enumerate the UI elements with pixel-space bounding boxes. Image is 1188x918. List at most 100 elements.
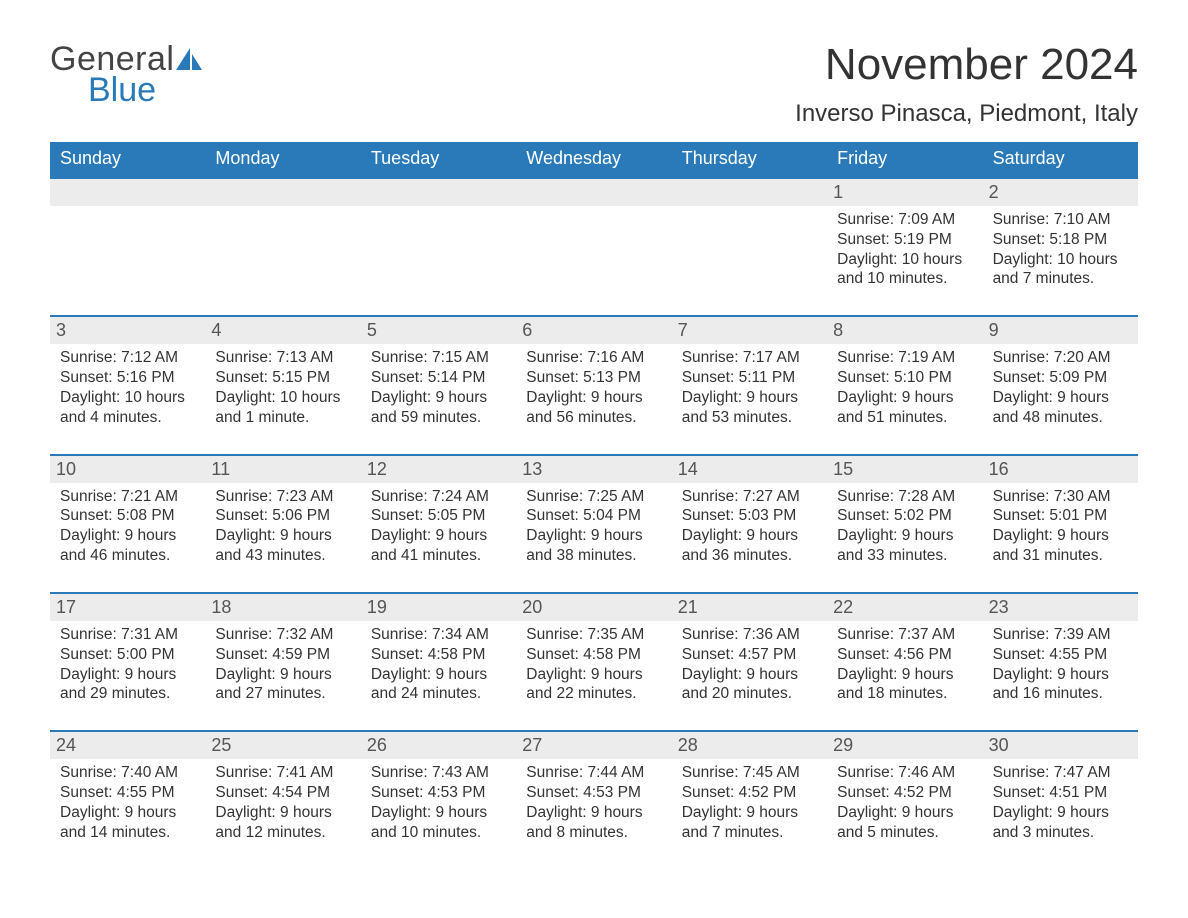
day-details: Sunrise: 7:10 AMSunset: 5:18 PMDaylight:…: [993, 210, 1128, 289]
day-details: Sunrise: 7:28 AMSunset: 5:02 PMDaylight:…: [837, 487, 972, 566]
day-sunrise: Sunrise: 7:13 AM: [215, 348, 350, 368]
day-details: Sunrise: 7:19 AMSunset: 5:10 PMDaylight:…: [837, 348, 972, 427]
day-sunrise: Sunrise: 7:27 AM: [682, 487, 817, 507]
day-number: 20: [516, 592, 671, 621]
day-number: 10: [50, 454, 205, 483]
day-sunrise: Sunrise: 7:40 AM: [60, 763, 195, 783]
day-dl1: Daylight: 9 hours: [60, 665, 195, 685]
day-dl1: Daylight: 9 hours: [371, 388, 506, 408]
week-row: 24Sunrise: 7:40 AMSunset: 4:55 PMDayligh…: [50, 730, 1138, 846]
day-dl2: and 22 minutes.: [526, 684, 661, 704]
day-sunset: Sunset: 5:08 PM: [60, 506, 195, 526]
day-details: Sunrise: 7:44 AMSunset: 4:53 PMDaylight:…: [526, 763, 661, 842]
header: General Blue November 2024 Inverso Pinas…: [50, 40, 1138, 128]
day-sunrise: Sunrise: 7:20 AM: [993, 348, 1128, 368]
month-title: November 2024: [795, 40, 1138, 90]
day-sunset: Sunset: 5:06 PM: [215, 506, 350, 526]
day-cell: 18 Sunrise: 7:32 AMSunset: 4:59 PMDayligh…: [205, 592, 360, 708]
day-number: 16: [983, 454, 1138, 483]
day-sunset: Sunset: 5:13 PM: [526, 368, 661, 388]
day-cell: 1 Sunrise: 7:09 AMSunset: 5:19 PMDaylight…: [827, 177, 982, 293]
day-sunset: Sunset: 4:56 PM: [837, 645, 972, 665]
day-dl1: Daylight: 9 hours: [371, 526, 506, 546]
day-cell: 12Sunrise: 7:24 AMSunset: 5:05 PMDayligh…: [361, 454, 516, 570]
day-cell: 10Sunrise: 7:21 AMSunset: 5:08 PMDayligh…: [50, 454, 205, 570]
day-dl1: Daylight: 10 hours: [993, 250, 1128, 270]
day-dl2: and 5 minutes.: [837, 823, 972, 843]
day-sunrise: Sunrise: 7:47 AM: [993, 763, 1128, 783]
day-sunrise: Sunrise: 7:35 AM: [526, 625, 661, 645]
day-dl2: and 48 minutes.: [993, 408, 1128, 428]
day-details: Sunrise: 7:47 AMSunset: 4:51 PMDaylight:…: [993, 763, 1128, 842]
day-details: Sunrise: 7:12 AMSunset: 5:16 PMDaylight:…: [60, 348, 195, 427]
day-details: Sunrise: 7:24 AMSunset: 5:05 PMDaylight:…: [371, 487, 506, 566]
day-dl1: Daylight: 9 hours: [993, 665, 1128, 685]
day-details: Sunrise: 7:41 AMSunset: 4:54 PMDaylight:…: [215, 763, 350, 842]
day-cell: 7Sunrise: 7:17 AMSunset: 5:11 PMDaylight…: [672, 315, 827, 431]
day-dl2: and 51 minutes.: [837, 408, 972, 428]
day-dl2: and 24 minutes.: [371, 684, 506, 704]
day-sunset: Sunset: 5:18 PM: [993, 230, 1128, 250]
day-cell: 17Sunrise: 7:31 AMSunset: 5:00 PMDayligh…: [50, 592, 205, 708]
day-dl2: and 20 minutes.: [682, 684, 817, 704]
day-details: Sunrise: 7:34 AMSunset: 4:58 PMDaylight:…: [371, 625, 506, 704]
day-sunrise: Sunrise: 7:45 AM: [682, 763, 817, 783]
week-row: 17Sunrise: 7:31 AMSunset: 5:00 PMDayligh…: [50, 592, 1138, 708]
day-sunset: Sunset: 5:05 PM: [371, 506, 506, 526]
day-number: 23: [983, 592, 1138, 621]
calendar-grid: Sunday Monday Tuesday Wednesday Thursday…: [50, 142, 1138, 847]
day-details: Sunrise: 7:46 AMSunset: 4:52 PMDaylight:…: [837, 763, 972, 842]
day-number: 21: [672, 592, 827, 621]
day-sunset: Sunset: 4:58 PM: [526, 645, 661, 665]
day-dl1: Daylight: 9 hours: [526, 803, 661, 823]
day-sunset: Sunset: 5:00 PM: [60, 645, 195, 665]
day-dl1: Daylight: 9 hours: [526, 665, 661, 685]
day-cell: 30Sunrise: 7:47 AMSunset: 4:51 PMDayligh…: [983, 730, 1138, 846]
day-cell: 22Sunrise: 7:37 AMSunset: 4:56 PMDayligh…: [827, 592, 982, 708]
day-cell: 14Sunrise: 7:27 AMSunset: 5:03 PMDayligh…: [672, 454, 827, 570]
day-dl2: and 29 minutes.: [60, 684, 195, 704]
day-sunset: Sunset: 4:54 PM: [215, 783, 350, 803]
day-cell: 24Sunrise: 7:40 AMSunset: 4:55 PMDayligh…: [50, 730, 205, 846]
day-cell: 5Sunrise: 7:15 AMSunset: 5:14 PMDaylight…: [361, 315, 516, 431]
day-number: 5: [361, 315, 516, 344]
day-dl1: Daylight: 9 hours: [837, 526, 972, 546]
day-number: 18: [205, 592, 360, 621]
day-details: Sunrise: 7:09 AMSunset: 5:19 PMDaylight:…: [837, 210, 972, 289]
day-number: 1: [827, 177, 982, 206]
day-dl2: and 56 minutes.: [526, 408, 661, 428]
day-details: Sunrise: 7:32 AMSunset: 4:59 PMDaylight:…: [215, 625, 350, 704]
day-dl2: and 12 minutes.: [215, 823, 350, 843]
day-sunset: Sunset: 4:53 PM: [371, 783, 506, 803]
day-sunset: Sunset: 5:04 PM: [526, 506, 661, 526]
day-sunset: Sunset: 5:09 PM: [993, 368, 1128, 388]
day-number: 9: [983, 315, 1138, 344]
day-number: 8: [827, 315, 982, 344]
week-row: 3Sunrise: 7:12 AMSunset: 5:16 PMDaylight…: [50, 315, 1138, 431]
day-sunrise: Sunrise: 7:41 AM: [215, 763, 350, 783]
day-dl1: Daylight: 9 hours: [371, 803, 506, 823]
day-number: 7: [672, 315, 827, 344]
day-details: Sunrise: 7:37 AMSunset: 4:56 PMDaylight:…: [837, 625, 972, 704]
week-row: 10Sunrise: 7:21 AMSunset: 5:08 PMDayligh…: [50, 454, 1138, 570]
weekday-header-row: Sunday Monday Tuesday Wednesday Thursday…: [50, 142, 1138, 177]
day-dl1: Daylight: 9 hours: [60, 526, 195, 546]
day-dl2: and 10 minutes.: [371, 823, 506, 843]
day-sunset: Sunset: 5:02 PM: [837, 506, 972, 526]
logo-sail-icon: [176, 48, 206, 77]
day-sunrise: Sunrise: 7:39 AM: [993, 625, 1128, 645]
day-cell: 15Sunrise: 7:28 AMSunset: 5:02 PMDayligh…: [827, 454, 982, 570]
day-sunrise: Sunrise: 7:09 AM: [837, 210, 972, 230]
day-sunrise: Sunrise: 7:25 AM: [526, 487, 661, 507]
day-sunrise: Sunrise: 7:31 AM: [60, 625, 195, 645]
day-sunrise: Sunrise: 7:19 AM: [837, 348, 972, 368]
day-sunset: Sunset: 4:57 PM: [682, 645, 817, 665]
day-details: Sunrise: 7:27 AMSunset: 5:03 PMDaylight:…: [682, 487, 817, 566]
day-dl1: Daylight: 9 hours: [837, 388, 972, 408]
day-sunrise: Sunrise: 7:32 AM: [215, 625, 350, 645]
day-details: Sunrise: 7:45 AMSunset: 4:52 PMDaylight:…: [682, 763, 817, 842]
weekday-header: Tuesday: [361, 142, 516, 177]
day-dl1: Daylight: 9 hours: [215, 665, 350, 685]
day-cell: 23Sunrise: 7:39 AMSunset: 4:55 PMDayligh…: [983, 592, 1138, 708]
day-sunset: Sunset: 4:52 PM: [837, 783, 972, 803]
